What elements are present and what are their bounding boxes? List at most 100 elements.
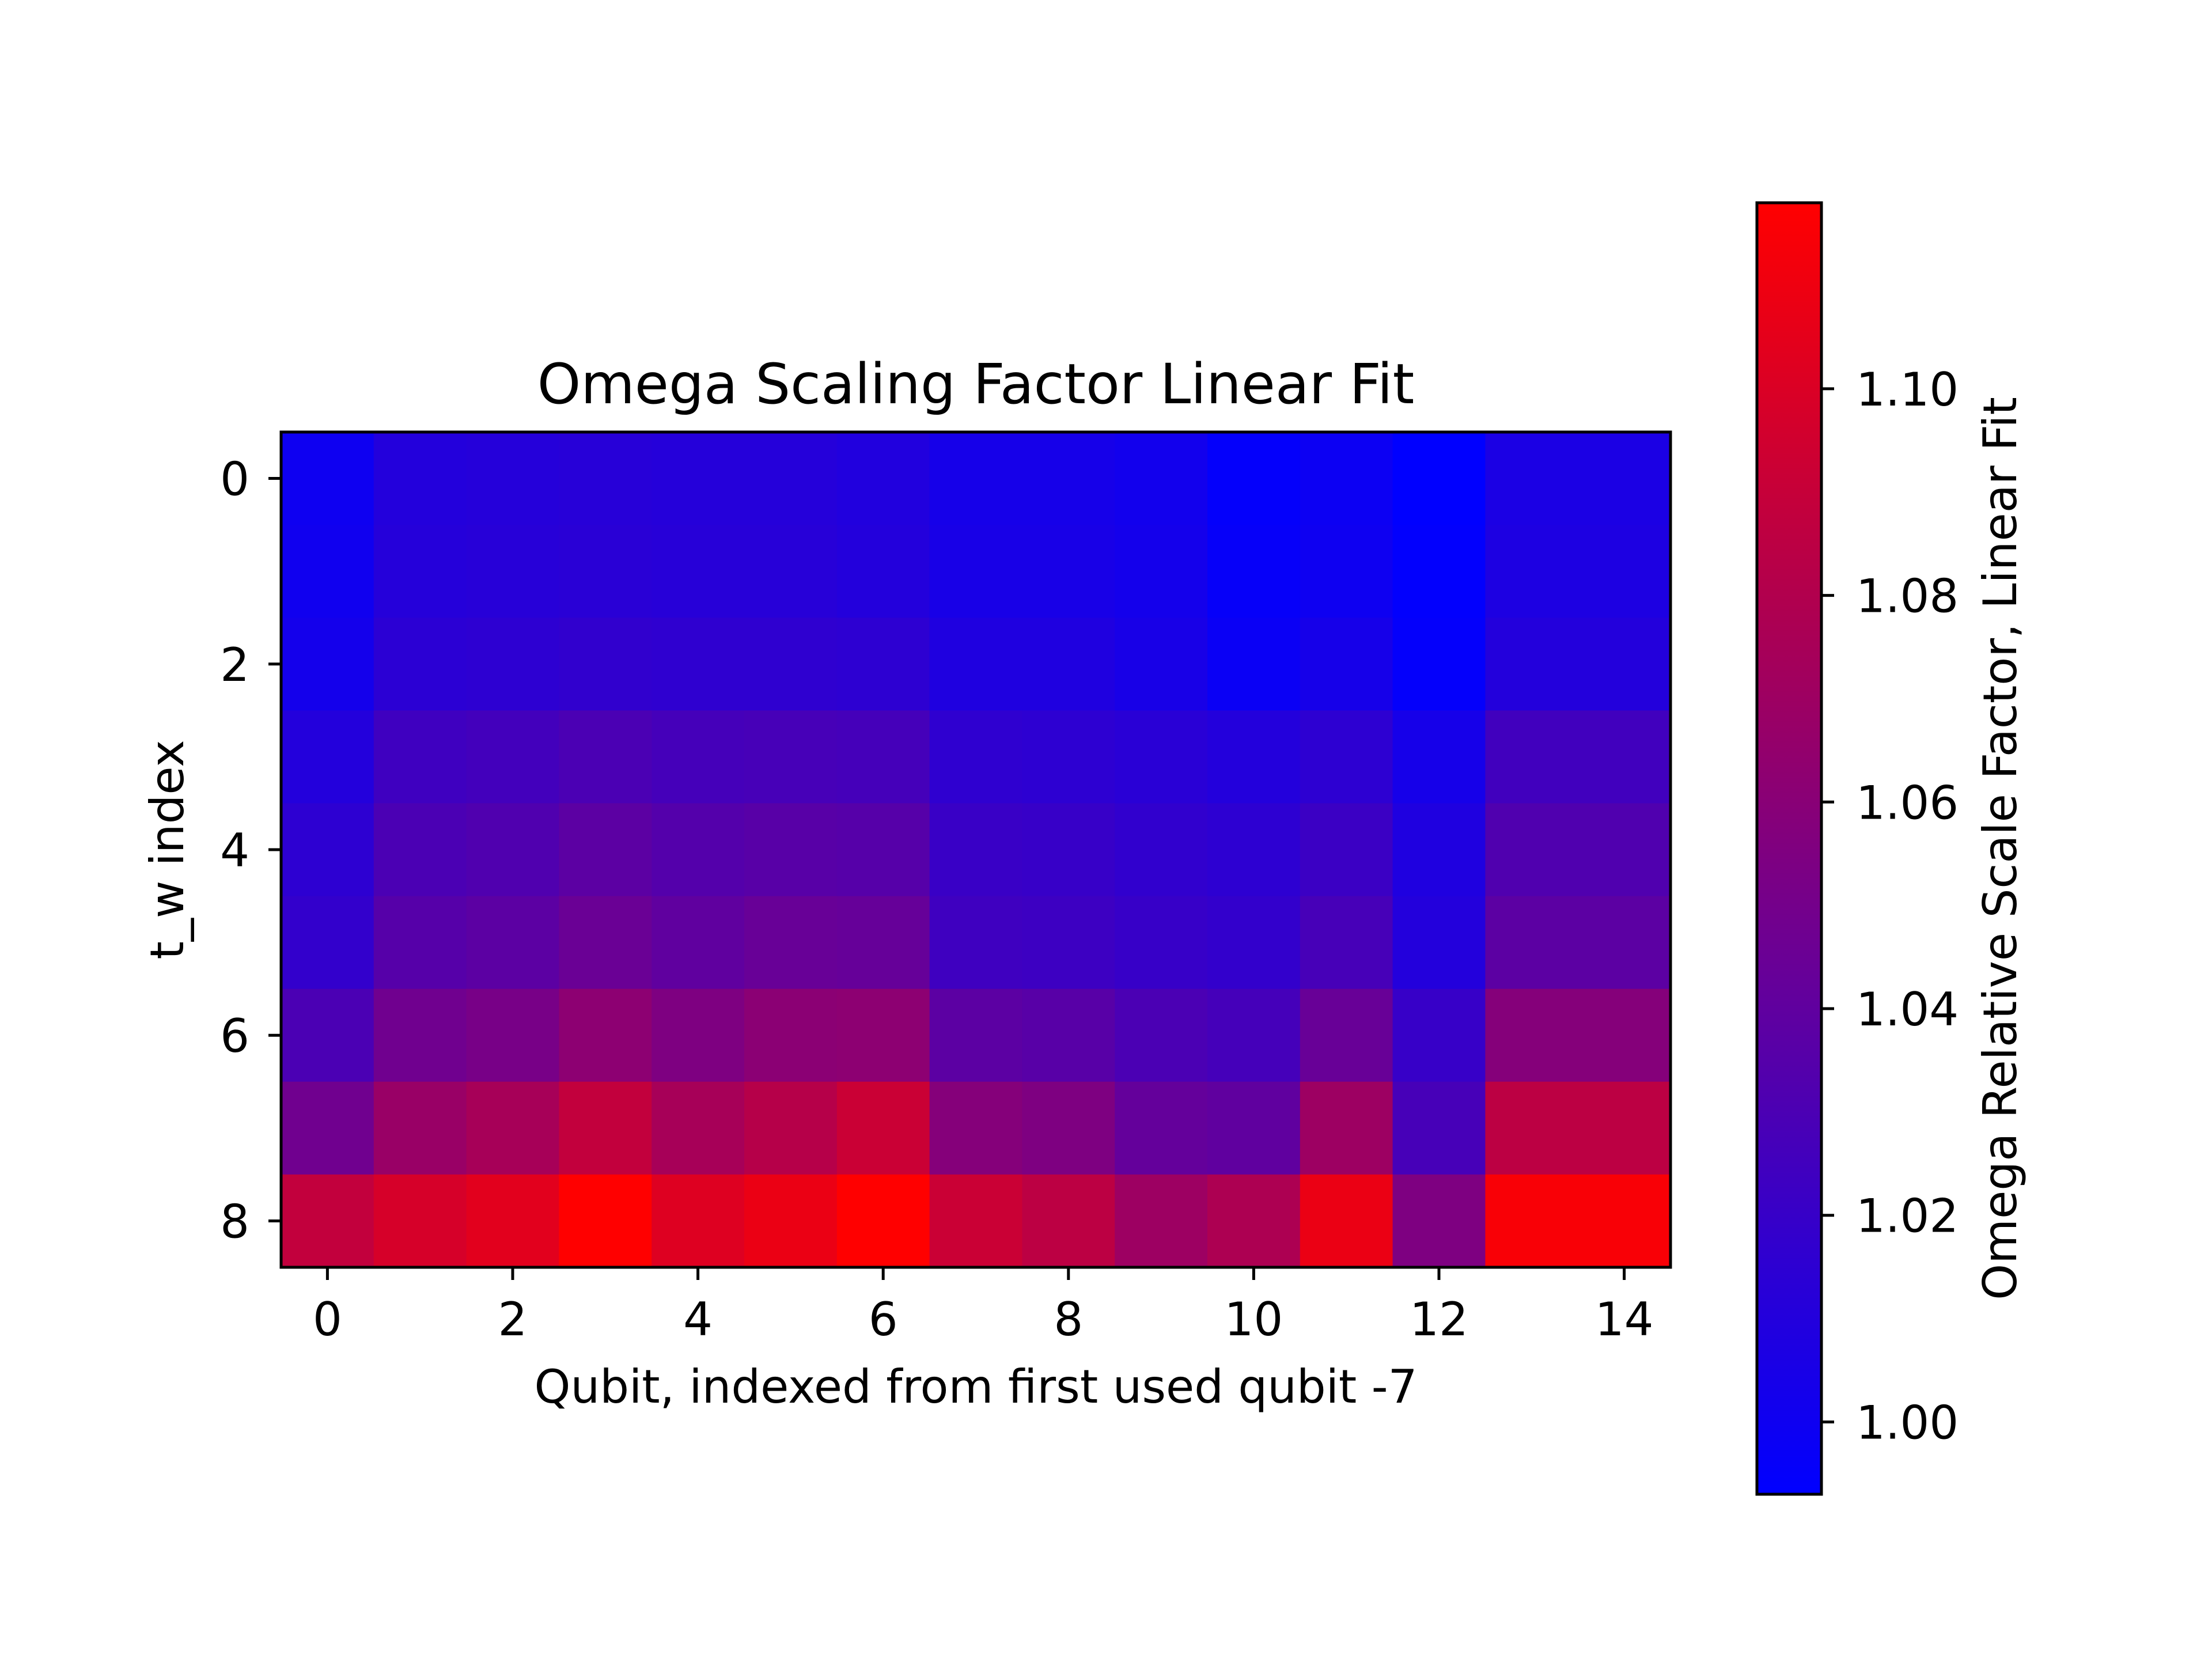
heatmap-cell: [1207, 710, 1301, 804]
heatmap-cell: [559, 896, 652, 990]
heatmap-cell: [929, 988, 1022, 1082]
heatmap-cell: [929, 525, 1022, 618]
heatmap-cell: [1300, 1081, 1393, 1175]
heatmap-cell: [652, 1174, 745, 1268]
heatmap-cell: [281, 1081, 374, 1175]
heatmap-cell: [1392, 710, 1486, 804]
heatmap-cell: [1578, 896, 1671, 990]
heatmap-cell: [1300, 803, 1393, 897]
heatmap-cell: [1485, 1174, 1578, 1268]
heatmap-cell: [1207, 803, 1301, 897]
x-tick-label: 6: [869, 1293, 898, 1346]
heatmap-cell: [1300, 618, 1393, 711]
heatmap-cell: [836, 1174, 930, 1268]
heatmap-cell: [652, 1081, 745, 1175]
heatmap-cell: [1392, 432, 1486, 525]
heatmap-cell: [1022, 710, 1115, 804]
heatmap-cell: [281, 1174, 374, 1268]
y-tick-label: 8: [220, 1195, 249, 1248]
heatmap-cell: [1115, 432, 1208, 525]
heatmap-cell: [559, 525, 652, 618]
heatmap-cell: [1207, 1174, 1301, 1268]
heatmap-cell: [559, 432, 652, 525]
colorbar-ticks: 1.00 1.02 1.04 1.06 1.08 1.10: [1821, 363, 1959, 1449]
heatmap-cell: [836, 896, 930, 990]
heatmap-cell: [559, 1174, 652, 1268]
heatmap-cell: [1207, 896, 1301, 990]
heatmap-cell: [281, 432, 374, 525]
heatmap-cell: [836, 618, 930, 711]
heatmap-cell: [929, 1081, 1022, 1175]
heatmap-cell: [559, 618, 652, 711]
heatmap-cell: [1392, 1174, 1486, 1268]
heatmap-cell: [1578, 1174, 1671, 1268]
heatmap-cell: [1300, 1174, 1393, 1268]
heatmap-cell: [1485, 710, 1578, 804]
y-axis-label: t_w index: [141, 740, 194, 959]
colorbar-tick-label: 1.04: [1856, 983, 1959, 1036]
heatmap-cell: [1115, 896, 1208, 990]
heatmap-cell: [1022, 525, 1115, 618]
heatmap-cell: [466, 1081, 559, 1175]
heatmap-cell: [1392, 896, 1486, 990]
heatmap-cell: [1115, 1174, 1208, 1268]
heatmap-cell: [1300, 988, 1393, 1082]
heatmap-cell: [466, 432, 559, 525]
heatmap-cell: [1485, 525, 1578, 618]
heatmap-cell: [1207, 1081, 1301, 1175]
heatmap-cell: [466, 525, 559, 618]
heatmap-cell: [373, 803, 467, 897]
heatmap-cell: [836, 988, 930, 1082]
heatmap-cell: [836, 710, 930, 804]
heatmap-cell: [1300, 525, 1393, 618]
heatmap-cell: [373, 988, 467, 1082]
heatmap-cell: [1392, 618, 1486, 711]
x-tick-label: 14: [1595, 1293, 1654, 1346]
heatmap-cell: [1300, 896, 1393, 990]
heatmap-cell: [1022, 1174, 1115, 1268]
heatmap-cell: [652, 803, 745, 897]
heatmap-cell: [1392, 988, 1486, 1082]
colorbar-tick-label: 1.00: [1856, 1396, 1959, 1449]
heatmap-cell: [373, 1081, 467, 1175]
heatmap-cell: [929, 432, 1022, 525]
heatmap-cell: [1115, 618, 1208, 711]
heatmap-cell: [466, 618, 559, 711]
heatmap-cell: [1115, 710, 1208, 804]
heatmap-cell: [1022, 618, 1115, 711]
heatmap-cell: [929, 710, 1022, 804]
heatmap-cell: [929, 1174, 1022, 1268]
colorbar-tick-label: 1.08: [1856, 570, 1959, 623]
colorbar-tick-label: 1.02: [1856, 1190, 1959, 1243]
heatmap-cell: [744, 1174, 838, 1268]
heatmap-cell: [744, 803, 838, 897]
heatmap-cell: [1207, 988, 1301, 1082]
heatmap-cell: [466, 710, 559, 804]
heatmap-cell: [1022, 988, 1115, 1082]
heatmap-cell: [836, 432, 930, 525]
heatmap-cell: [1578, 1081, 1671, 1175]
heatmap-cell: [652, 525, 745, 618]
heatmap-cell: [373, 710, 467, 804]
heatmap-cell: [373, 432, 467, 525]
heatmap-cell: [281, 525, 374, 618]
heatmap-cell: [373, 618, 467, 711]
colorbar-tick-label: 1.10: [1856, 363, 1959, 416]
heatmap-cell: [744, 896, 838, 990]
heatmap-cell: [1485, 803, 1578, 897]
heatmap-cell: [1578, 525, 1671, 618]
y-axis-ticks: 0 2 4 6 8: [220, 453, 281, 1248]
colorbar-label: Omega Relative Scale Factor, Linear Fit: [1974, 397, 2027, 1300]
heatmap-cell: [1300, 432, 1393, 525]
heatmap-cell: [1022, 432, 1115, 525]
heatmap-cell: [1485, 618, 1578, 711]
heatmap-cell: [1578, 618, 1671, 711]
x-tick-label: 8: [1054, 1293, 1083, 1346]
heatmap-cell: [281, 618, 374, 711]
heatmap-cell: [466, 988, 559, 1082]
heatmap-cell: [652, 618, 745, 711]
heatmap-cell: [929, 803, 1022, 897]
x-tick-label: 2: [498, 1293, 528, 1346]
heatmap-cell: [466, 896, 559, 990]
